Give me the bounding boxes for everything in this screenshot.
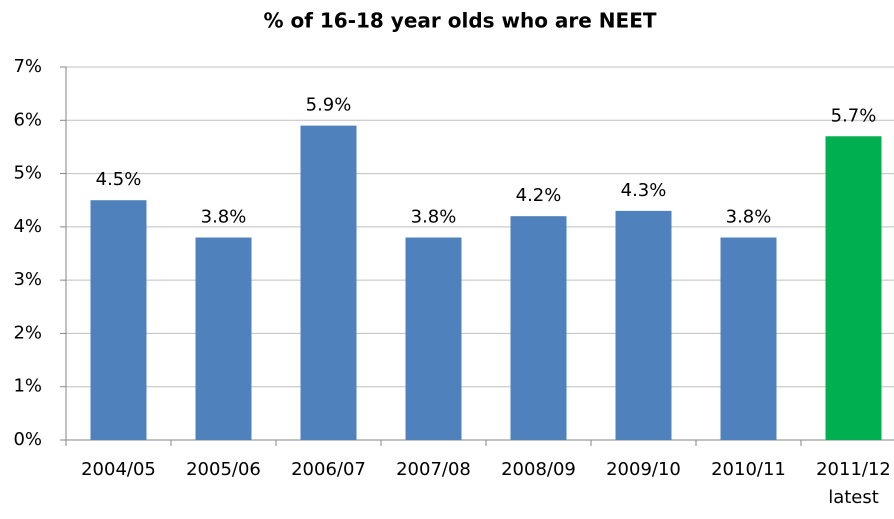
x-tick-label: 2007/08 bbox=[396, 459, 471, 480]
x-tick-label: 2008/09 bbox=[501, 459, 576, 480]
chart-title: % of 16-18 year olds who are NEET bbox=[263, 9, 656, 33]
bar bbox=[195, 237, 252, 440]
value-label: 3.8% bbox=[726, 207, 772, 228]
x-tick-label: 2004/05 bbox=[81, 459, 156, 480]
y-tick-label: 7% bbox=[13, 56, 42, 77]
value-label: 3.8% bbox=[411, 207, 457, 228]
bar bbox=[720, 237, 777, 440]
bar bbox=[825, 136, 882, 440]
value-label: 4.3% bbox=[621, 180, 667, 201]
bar bbox=[615, 210, 672, 440]
y-tick-label: 0% bbox=[13, 429, 42, 450]
x-tick-label: 2005/06 bbox=[186, 459, 261, 480]
value-label: 4.2% bbox=[516, 185, 562, 206]
x-tick-label: 2011/12 latest bbox=[816, 459, 891, 508]
y-tick-label: 5% bbox=[13, 163, 42, 184]
y-tick-label: 6% bbox=[13, 109, 42, 130]
bar bbox=[405, 237, 462, 440]
bar bbox=[300, 125, 357, 440]
y-tick-label: 3% bbox=[13, 269, 42, 290]
x-tick-label: 2010/11 bbox=[711, 459, 786, 480]
y-tick-label: 2% bbox=[13, 322, 42, 343]
value-label: 3.8% bbox=[201, 207, 247, 228]
bar bbox=[510, 216, 567, 440]
value-label: 4.5% bbox=[96, 169, 142, 190]
value-label: 5.7% bbox=[831, 105, 877, 126]
bar bbox=[90, 200, 147, 440]
x-tick-label: 2006/07 bbox=[291, 459, 366, 480]
y-tick-label: 1% bbox=[13, 376, 42, 397]
value-label: 5.9% bbox=[306, 95, 352, 116]
x-tick-label: 2009/10 bbox=[606, 459, 681, 480]
y-tick-label: 4% bbox=[13, 216, 42, 237]
